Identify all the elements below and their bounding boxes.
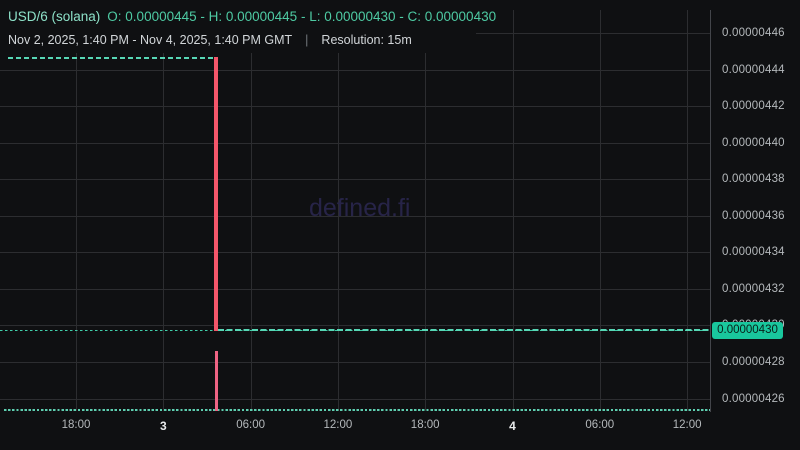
y-axis-label: 0.00000426	[722, 392, 785, 405]
v-gridline	[163, 10, 165, 411]
y-axis-label: 0.00000428	[722, 355, 785, 368]
v-gridline	[76, 10, 77, 411]
defined-fi-watermark: defined.fi	[309, 194, 411, 222]
x-axis-label: 12:00	[672, 419, 702, 431]
chart-plot-area[interactable]	[0, 0, 710, 415]
x-axis-label: 06:00	[236, 419, 265, 431]
y-axis-label: 0.00000442	[722, 100, 785, 113]
v-gridline	[337, 10, 339, 411]
down-candle	[214, 57, 219, 331]
h-gridline	[0, 106, 710, 108]
x-axis-label: 12:00	[323, 419, 353, 431]
h-gridline	[0, 69, 710, 71]
h-gridline	[0, 142, 710, 144]
h-gridline	[0, 288, 710, 290]
h-gridline	[0, 252, 710, 254]
y-axis-label: 0.00000444	[722, 63, 785, 76]
y-axis-label: 0.00000446	[722, 27, 785, 39]
y-axis-label: 0.00000438	[722, 173, 785, 186]
y-axis-label: 0.00000440	[722, 136, 785, 149]
price-series-flat-high	[8, 56, 214, 59]
h-gridline	[0, 361, 710, 363]
price-series-flat-low	[218, 329, 710, 332]
price-axis-border	[710, 10, 711, 412]
ohlc-readout: O: 0.00000445 - H: 0.00000445 - L: 0.000…	[107, 9, 497, 24]
y-axis-label: 0.00000436	[722, 209, 785, 222]
x-axis-label: 3	[159, 419, 167, 433]
h-gridline	[0, 179, 710, 181]
v-gridline	[599, 10, 601, 411]
y-axis-label: 0.00000434	[722, 246, 785, 259]
y-axis-label: 0.00000432	[722, 282, 785, 295]
h-gridline	[0, 215, 710, 217]
time-axis[interactable]	[0, 415, 710, 450]
down-candle-volume-bar	[215, 351, 219, 411]
price-axis[interactable]	[711, 0, 800, 415]
current-price-label: 0.00000430	[712, 321, 783, 339]
x-axis-label: 18:00	[410, 419, 440, 431]
v-gridline	[687, 10, 689, 411]
volume-baseline-bars	[4, 409, 710, 412]
pair-title[interactable]: USD/6 (solana)	[8, 9, 101, 24]
v-gridline	[250, 10, 252, 411]
date-range-readout: Nov 2, 2025, 1:40 PM - Nov 4, 2025, 1:40…	[8, 33, 293, 47]
v-gridline	[425, 10, 427, 411]
chart-legend: USD/6 (solana) O: 0.00000445 - H: 0.00000…	[0, 0, 496, 53]
h-gridline	[0, 325, 710, 327]
h-gridline	[0, 398, 710, 400]
legend-line-2: Nov 2, 2025, 1:40 PM - Nov 4, 2025, 1:40…	[8, 33, 412, 47]
legend-line-1: USD/6 (solana) O: 0.00000445 - H: 0.00000…	[8, 9, 496, 24]
legend-separator: |	[305, 33, 309, 47]
x-axis-label: 4	[509, 419, 516, 433]
resolution-readout[interactable]: Resolution: 15m	[321, 33, 412, 47]
x-axis-label: 18:00	[61, 419, 91, 431]
x-axis-label: 06:00	[585, 419, 615, 431]
v-gridline	[512, 10, 514, 411]
